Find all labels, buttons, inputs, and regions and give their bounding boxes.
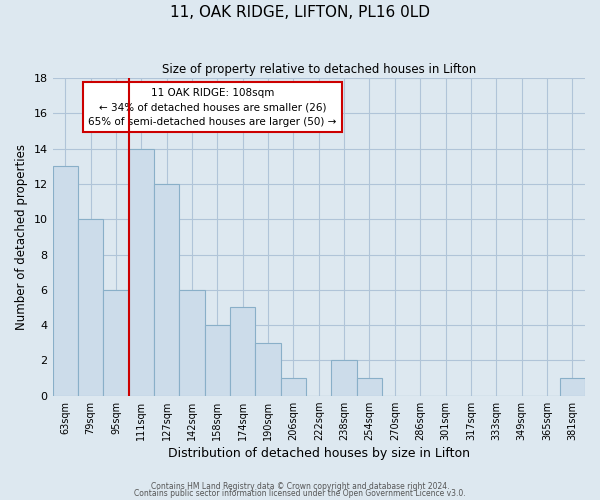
Bar: [103, 290, 128, 396]
Text: Contains HM Land Registry data © Crown copyright and database right 2024.: Contains HM Land Registry data © Crown c…: [151, 482, 449, 491]
Bar: [53, 166, 78, 396]
Text: 11 OAK RIDGE: 108sqm
← 34% of detached houses are smaller (26)
65% of semi-detac: 11 OAK RIDGE: 108sqm ← 34% of detached h…: [88, 88, 337, 127]
Bar: [256, 343, 281, 396]
Y-axis label: Number of detached properties: Number of detached properties: [15, 144, 28, 330]
Bar: [357, 378, 382, 396]
X-axis label: Distribution of detached houses by size in Lifton: Distribution of detached houses by size …: [168, 447, 470, 460]
Bar: [78, 219, 103, 396]
Title: Size of property relative to detached houses in Lifton: Size of property relative to detached ho…: [161, 62, 476, 76]
Text: 11, OAK RIDGE, LIFTON, PL16 0LD: 11, OAK RIDGE, LIFTON, PL16 0LD: [170, 5, 430, 20]
Bar: [331, 360, 357, 396]
Bar: [230, 308, 256, 396]
Bar: [560, 378, 585, 396]
Bar: [179, 290, 205, 396]
Bar: [205, 325, 230, 396]
Bar: [281, 378, 306, 396]
Bar: [154, 184, 179, 396]
Text: Contains public sector information licensed under the Open Government Licence v3: Contains public sector information licen…: [134, 490, 466, 498]
Bar: [128, 148, 154, 396]
